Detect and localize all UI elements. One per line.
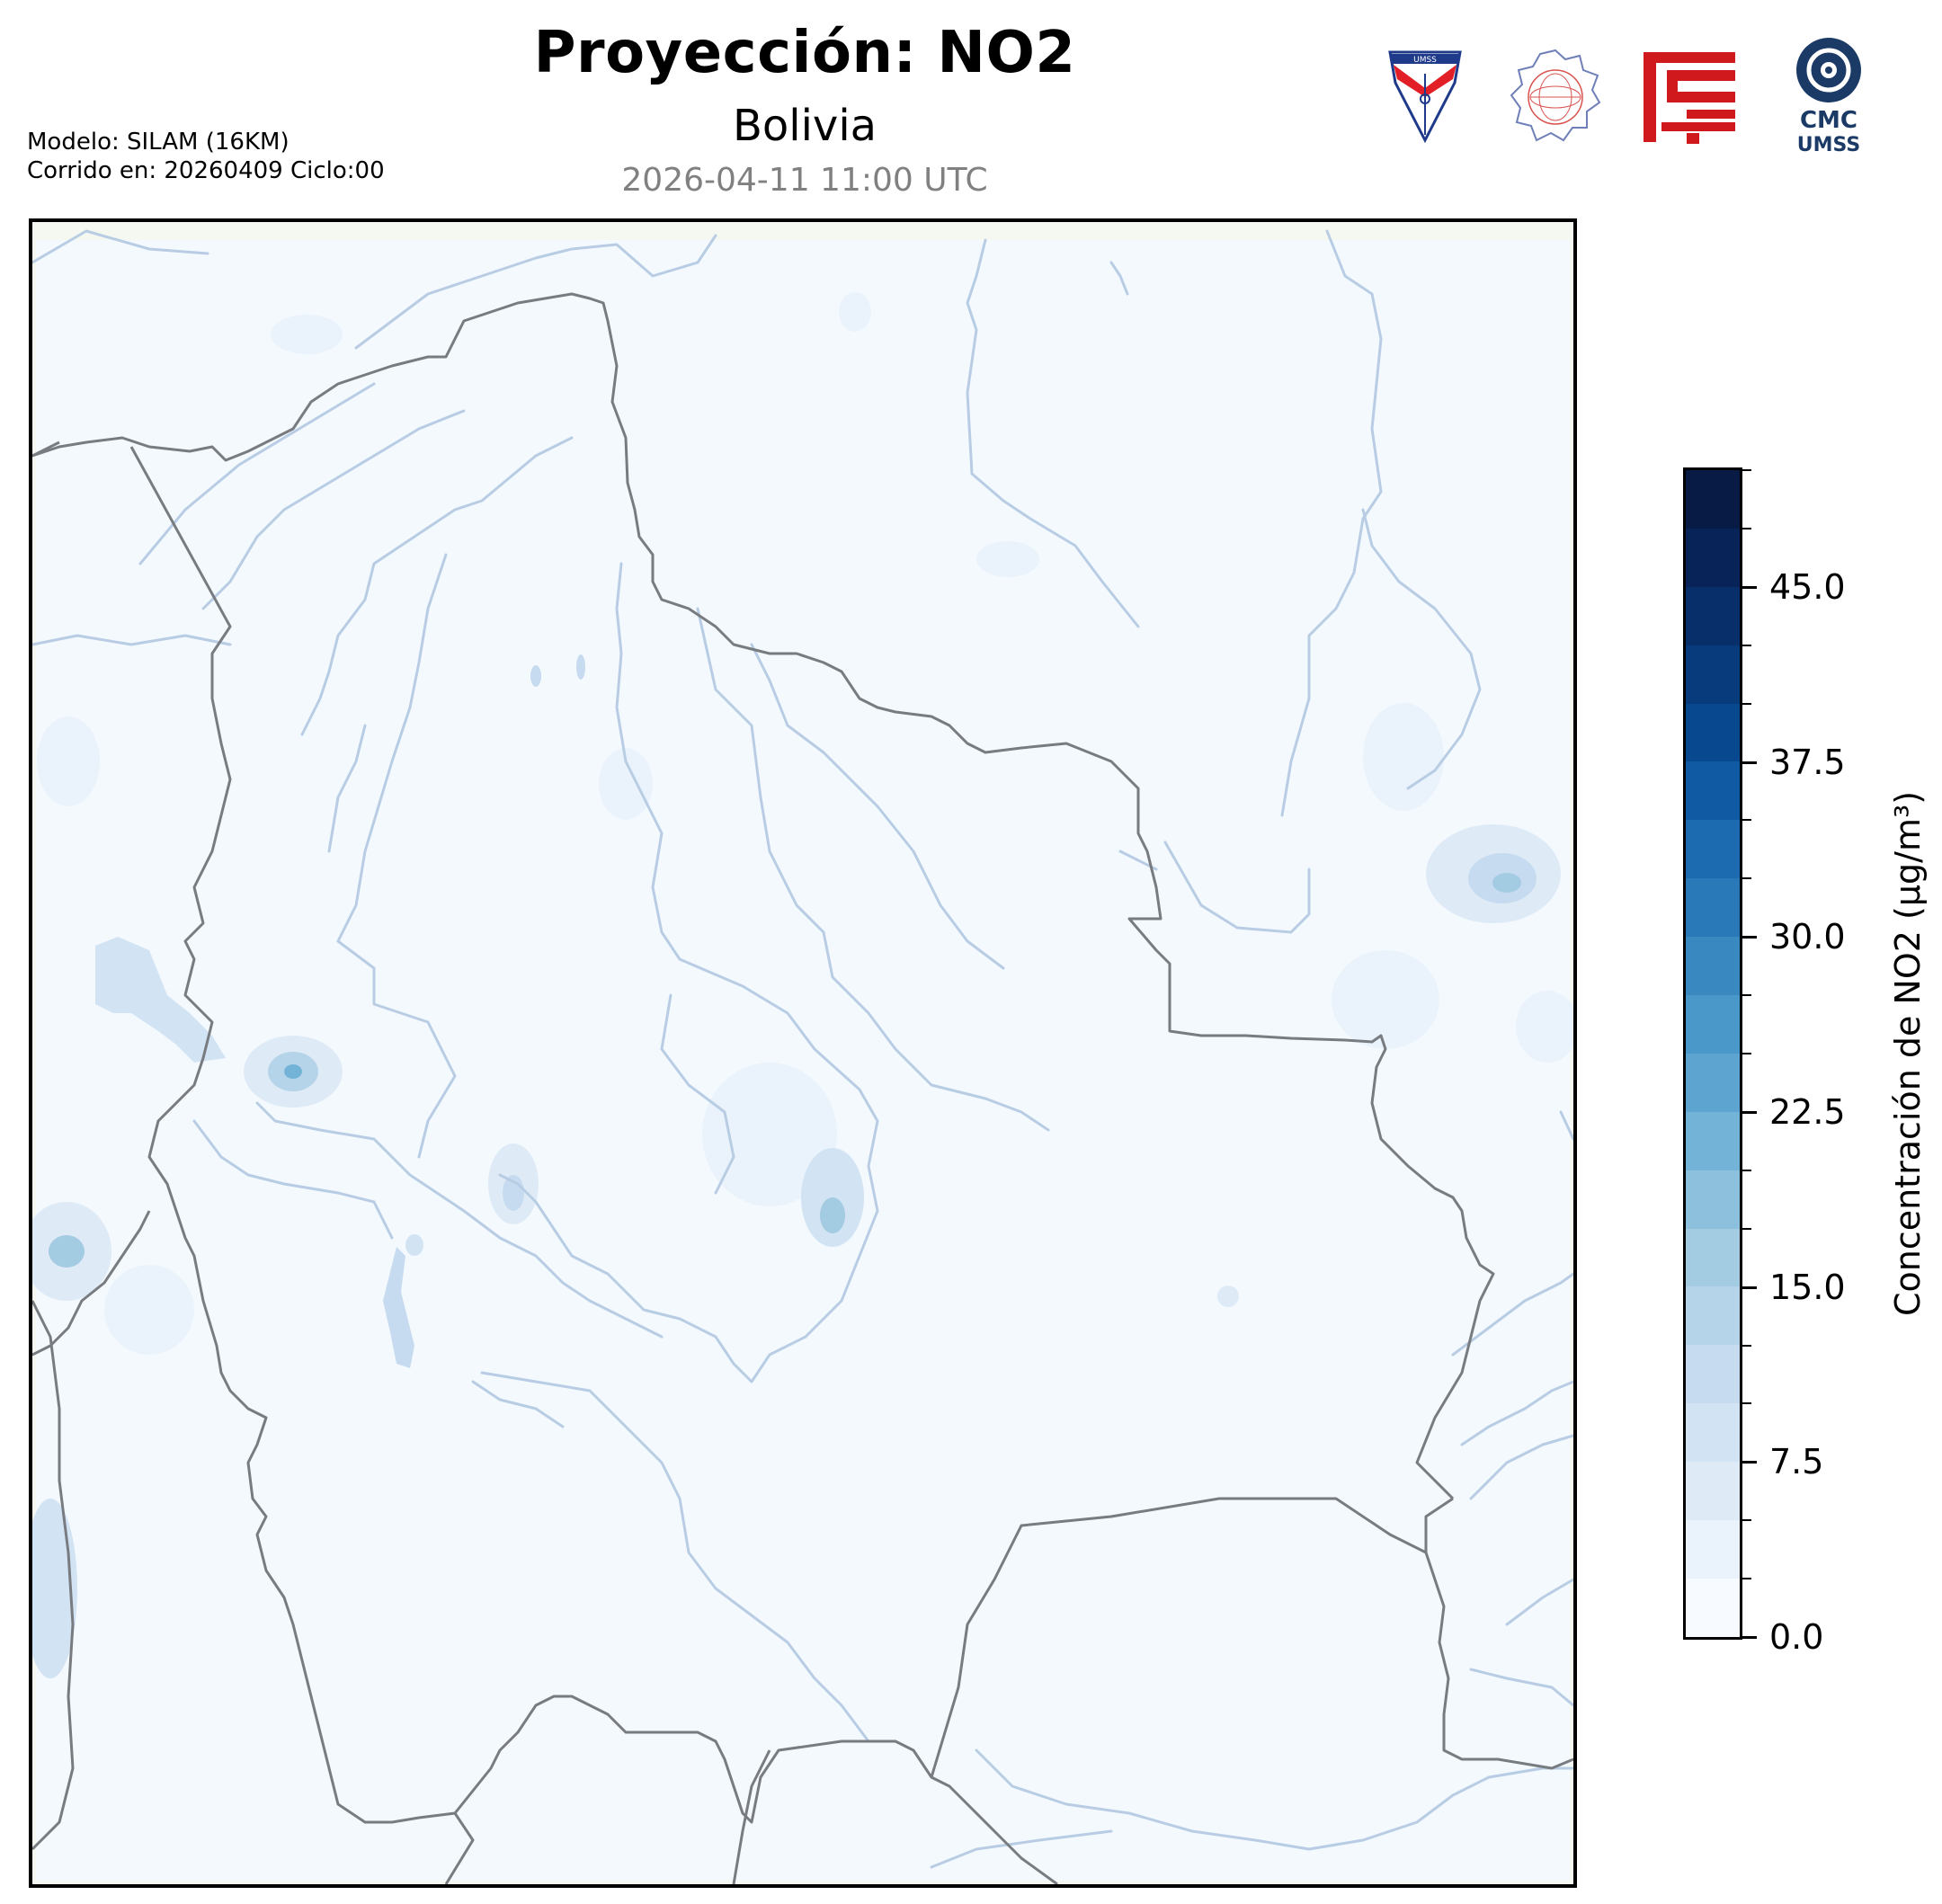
no2-concentration-areas [32,292,1573,1678]
colorbar-segment [1686,1053,1740,1112]
colorbar-major-tick [1742,1461,1757,1464]
colorbar-segment [1686,1462,1740,1521]
colorbar-segment [1686,1345,1740,1404]
umss-shield-logo: UMSS [1388,50,1462,144]
svg-text:CMC: CMC [1800,107,1857,134]
country-borders [32,292,1573,1884]
colorbar-tick-label: 0.0 [1769,1617,1824,1657]
colorbar-segment [1686,1286,1740,1346]
colorbar-tick-label: 15.0 [1769,1267,1846,1307]
colorbar-segment [1686,995,1740,1054]
colorbar-minor-tick [1742,1053,1751,1054]
run-info-line: Corrido en: 20260409 Ciclo:00 [27,157,385,184]
colorbar-major-tick [1742,1286,1757,1289]
cmc-umss-logo: CMC UMSS [1796,38,1861,156]
colorbar-minor-tick [1742,702,1751,705]
colorbar-major-tick [1742,1636,1757,1639]
colorbar-minor-tick [1742,1169,1751,1171]
colorbar-tick-label: 7.5 [1769,1442,1824,1482]
colorbar-segment [1686,470,1740,529]
colorbar-major-tick [1742,761,1757,764]
colorbar-minor-tick [1742,644,1751,646]
map-title: Proyección: NO2 [533,20,1076,86]
colorbar-minor-tick [1742,1227,1751,1230]
colorbar-segment [1686,1170,1740,1229]
umss-logo-text: UMSS [1413,56,1437,65]
colorbar-tick-label: 30.0 [1769,917,1846,957]
colorbar-tick-label: 37.5 [1769,742,1846,782]
colorbar-minor-tick [1742,527,1751,529]
colorbar-minor-tick [1742,1402,1751,1405]
colorbar-minor-tick [1742,1578,1751,1580]
colorbar-segment [1686,528,1740,587]
colorbar-segment [1686,1578,1740,1637]
colorbar-minor-tick [1742,1344,1751,1347]
departamento-fisica-logo [1510,49,1601,142]
colorbar-segment [1686,586,1740,645]
colorbar-major-tick [1742,585,1757,589]
valid-time: 2026-04-11 11:00 UTC [621,162,988,199]
colorbar-major-tick [1742,936,1757,939]
colorbar-segment [1686,820,1740,879]
colorbar-segment [1686,878,1740,938]
colorbar-minor-tick [1742,819,1751,822]
colorbar-segment [1686,1111,1740,1170]
colorbar-segment [1686,761,1740,821]
colorbar-segment [1686,703,1740,762]
map-canvas [32,222,1573,1884]
colorbar-major-tick [1742,1110,1757,1114]
red-emblem-logo [1644,52,1735,144]
model-info-line: Modelo: SILAM (16KM) [27,129,290,156]
map-subtitle-region: Bolivia [732,101,877,151]
colorbar-minor-tick [1742,877,1751,880]
colorbar-minor-tick [1742,1519,1751,1522]
colorbar-tick-label: 22.5 [1769,1091,1846,1132]
colorbar-segment [1686,937,1740,996]
colorbar-segment [1686,1520,1740,1579]
colorbar-minor-tick [1742,994,1751,997]
colorbar-segment [1686,1403,1740,1463]
colorbar [1683,467,1742,1640]
model-info: Modelo: SILAM (16KM) Corrido en: 2026040… [27,128,385,185]
colorbar-title: Concentración de NO2 (µg/m³) [1888,790,1928,1317]
no2-map[interactable] [29,218,1577,1888]
svg-text:UMSS: UMSS [1797,134,1860,156]
colorbar-segment [1686,645,1740,704]
colorbar-minor-tick [1742,469,1751,471]
colorbar-segment [1686,1228,1740,1287]
colorbar-tick-label: 45.0 [1769,566,1846,607]
